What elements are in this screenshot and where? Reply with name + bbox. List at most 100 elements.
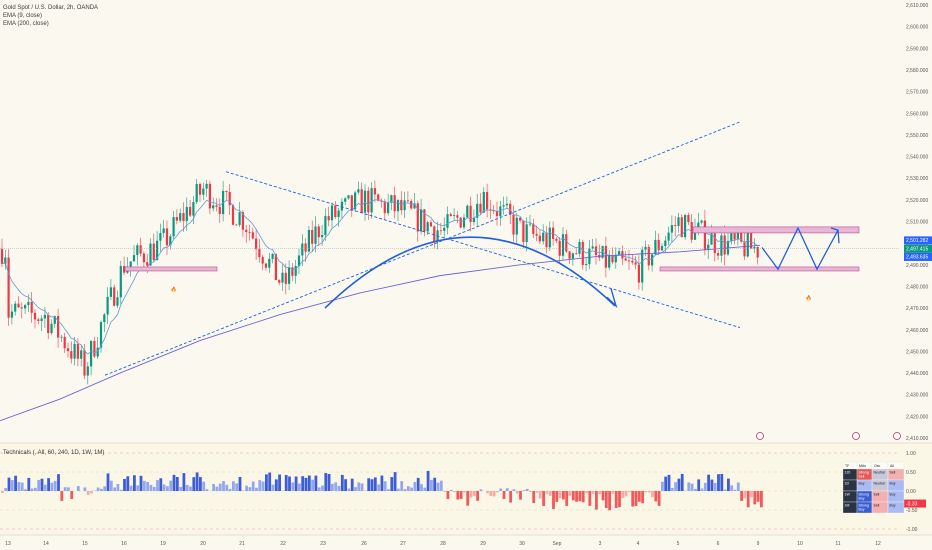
ema9-line [1, 199, 758, 355]
candle-body [53, 316, 56, 324]
candle-body [169, 236, 172, 246]
indicator-tick-label: 0.50 [906, 470, 916, 476]
technicals-bar [756, 491, 760, 502]
technicals-bar [294, 476, 298, 491]
technicals-bar [628, 491, 631, 493]
technicals-bar [505, 488, 509, 491]
candle-body [413, 203, 416, 209]
candle-body [301, 243, 304, 256]
x-tick-label: 27 [400, 541, 406, 547]
candle-body [228, 192, 231, 206]
technicals-bar [1, 491, 4, 493]
candle-body [123, 266, 126, 273]
candle-body [109, 287, 112, 297]
y-tick-label: 2,490.000 [906, 263, 928, 269]
candle-body [66, 348, 70, 352]
candle-body [40, 318, 43, 321]
candle-body [707, 244, 710, 251]
technicals-bar [106, 473, 110, 491]
candle-body [43, 314, 46, 319]
candle-body [99, 322, 103, 348]
technicals-bar [476, 491, 479, 501]
technicals-bar [136, 485, 140, 491]
technicals-bar [133, 475, 136, 491]
candle-body [571, 253, 574, 259]
candle-body [472, 217, 475, 223]
candle-body [304, 243, 307, 252]
technicals-bar [373, 477, 377, 491]
candle-body [627, 260, 631, 262]
technicals-bar [618, 491, 621, 508]
candle-body [519, 217, 522, 221]
technicals-bar [225, 484, 229, 491]
candle-body [152, 243, 155, 261]
candle-body [624, 258, 627, 261]
technicals-bar [538, 491, 542, 499]
table-cell-text: Buy [859, 482, 865, 486]
candle-body [14, 303, 17, 312]
technicals-bar [449, 489, 453, 491]
candle-body [542, 232, 545, 242]
technicals-bar [585, 491, 588, 494]
technicals-bar [4, 488, 8, 491]
technicals-bar [119, 489, 123, 491]
technicals-bar [24, 489, 27, 491]
technicals-bar [608, 491, 611, 511]
candle-body [231, 205, 235, 225]
candle-body [57, 316, 60, 338]
candle-body [264, 263, 268, 268]
technicals-bar [733, 489, 737, 491]
candle-body [482, 191, 485, 213]
candle-body [268, 258, 271, 268]
price-tag-high: 2,501.282 [906, 238, 928, 244]
candle-body [156, 240, 159, 261]
table-cell-text: Buy [890, 504, 896, 508]
candle-body [420, 209, 423, 232]
technicals-bar [149, 484, 153, 491]
technicals-bar [116, 483, 120, 491]
technicals-bar [697, 479, 701, 491]
candle-body [667, 232, 670, 241]
technicals-bar [588, 491, 592, 506]
technicals-bar [690, 483, 694, 491]
candle-body [235, 224, 238, 226]
candle-body [499, 206, 502, 217]
candle-body [713, 233, 716, 254]
technicals-bar [67, 487, 70, 491]
x-tick-label: 29 [480, 541, 486, 547]
candle-body [129, 261, 132, 267]
technicals-bar [499, 488, 503, 491]
candle-body [697, 222, 700, 227]
technicals-bar [657, 491, 661, 506]
event-icon [756, 432, 764, 440]
technicals-bar [463, 491, 466, 493]
candle-body [660, 246, 664, 251]
candle-body [555, 238, 558, 241]
candle-body [700, 220, 703, 223]
table-cell-text: Strong [859, 471, 869, 475]
technicals-bar [397, 488, 400, 491]
technicals-bar [20, 482, 24, 491]
candle-body [446, 214, 449, 228]
ema9-legend: EMA (9, close) [3, 13, 43, 19]
candle-body [284, 272, 287, 284]
candle-body [373, 188, 376, 195]
candle-body [116, 297, 119, 306]
technicals-bar [413, 481, 417, 491]
candle-body [261, 257, 264, 264]
technicals-bar [274, 479, 278, 491]
technicals-bar [535, 491, 539, 493]
candle-body [297, 255, 301, 266]
candle-body [611, 255, 614, 263]
candle-body [321, 234, 324, 238]
technicals-bar [753, 491, 757, 505]
candle-body [443, 227, 446, 231]
candle-body [684, 215, 687, 238]
technicals-bar [661, 481, 664, 491]
falling-trendline [225, 171, 741, 329]
ema200-line [0, 244, 761, 422]
x-tick-label: 22 [280, 541, 286, 547]
candle-body [311, 229, 314, 244]
candle-body [561, 234, 565, 256]
